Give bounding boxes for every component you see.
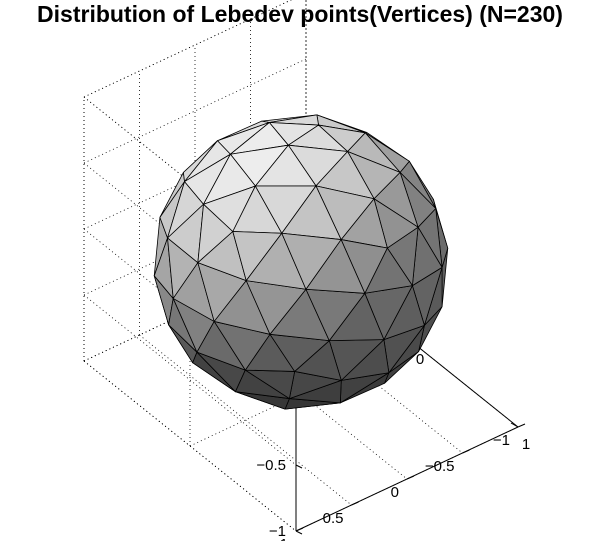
sphere-surface xyxy=(153,114,449,410)
z-tick-mark xyxy=(295,464,303,469)
grid-line xyxy=(83,0,293,98)
y-tick-mark xyxy=(295,527,304,532)
x-tick-label: 1 xyxy=(522,436,530,453)
y-tick-label: 0.5 xyxy=(323,510,344,527)
y-tick-label: 1 xyxy=(280,536,288,541)
y-tick-mark xyxy=(517,423,526,428)
y-tick-label: −1 xyxy=(493,432,510,449)
chart-title: Distribution of Lebedev points(Vertices)… xyxy=(37,1,563,27)
y-tick-label: 0 xyxy=(391,484,399,501)
y-tick-mark xyxy=(462,449,470,454)
z-tick-label: −0.5 xyxy=(256,457,286,474)
x-tick-mark xyxy=(510,422,519,428)
y-tick-mark xyxy=(406,475,415,480)
y-tick-label: −0.5 xyxy=(425,458,455,475)
grid-line xyxy=(83,58,307,164)
z-tick-mark xyxy=(295,530,303,535)
y-tick-mark xyxy=(351,501,359,506)
sphere-facet xyxy=(281,232,342,290)
z-tick-label: −1 xyxy=(269,523,286,540)
x-tick-label: 0 xyxy=(416,351,424,368)
